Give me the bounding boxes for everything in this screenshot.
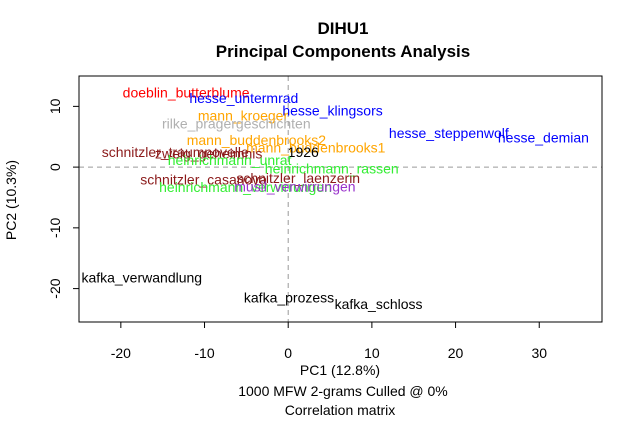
y-tick-label: 10 (47, 98, 63, 114)
point-label: zweig_geheimnis (155, 146, 262, 162)
caption-line-1: 1000 MFW 2-grams Culled @ 0% (238, 383, 448, 399)
point-label: mann_buddenbrooks2 (187, 132, 327, 148)
point-label: kafka_prozess (244, 290, 334, 306)
point-label: heinrichmann_verwirrungen (159, 179, 332, 195)
zero-lines (79, 76, 602, 322)
point-label: hesse_demian (498, 129, 589, 145)
x-tick-label: -20 (111, 345, 131, 361)
x-axis-label: PC1 (12.8%) (300, 362, 380, 378)
point-label: schnitzler_laenzerin (236, 170, 360, 186)
point-label: kafka_schloss (335, 296, 423, 312)
x-axis-ticks: -20 -10 0 10 20 30 (111, 322, 547, 361)
point-label: mann_kroeger (198, 107, 289, 123)
y-tick-label: 0 (47, 163, 63, 171)
point-label: hesse_klingsors (282, 103, 382, 119)
x-tick-label: 0 (284, 345, 292, 361)
point-label: schnitzler_traumnovelle (102, 144, 249, 160)
chart-title: DIHU1 (317, 19, 368, 38)
plot-frame (78, 75, 603, 323)
x-tick-label: 30 (531, 345, 547, 361)
y-tick-label: -10 (47, 218, 63, 238)
point-labels: doeblin_butterblumehesse_untermradhesse_… (81, 84, 589, 311)
point-label: hesse_untermrad (189, 90, 298, 106)
point-label: rilke_pragergeschichten (162, 115, 311, 131)
point-label: hesse_steppenwolf (389, 125, 509, 141)
point-label: doeblin_butterblume (123, 84, 250, 100)
y-axis-ticks: -20 -10 0 10 (47, 98, 79, 299)
point-label: mann_buddenbrooks1 (246, 140, 386, 156)
point-label: musil_verwirrungen (234, 179, 355, 195)
point-label: 1926 (288, 144, 319, 160)
point-label: schnitzler_casanova (140, 171, 267, 187)
chart-subtitle: Principal Components Analysis (216, 42, 470, 61)
y-tick-label: -20 (47, 278, 63, 298)
point-label: kafka_verwandlung (81, 270, 202, 286)
x-tick-label: -10 (194, 345, 214, 361)
point-label: heinrichmann_rassen (265, 160, 399, 176)
y-axis-label: PC2 (10.3%) (3, 160, 19, 240)
x-tick-label: 10 (364, 345, 380, 361)
caption-line-2: Correlation matrix (285, 402, 395, 418)
x-tick-label: 20 (448, 345, 464, 361)
point-label: heinrichmann_unrat (168, 152, 292, 168)
